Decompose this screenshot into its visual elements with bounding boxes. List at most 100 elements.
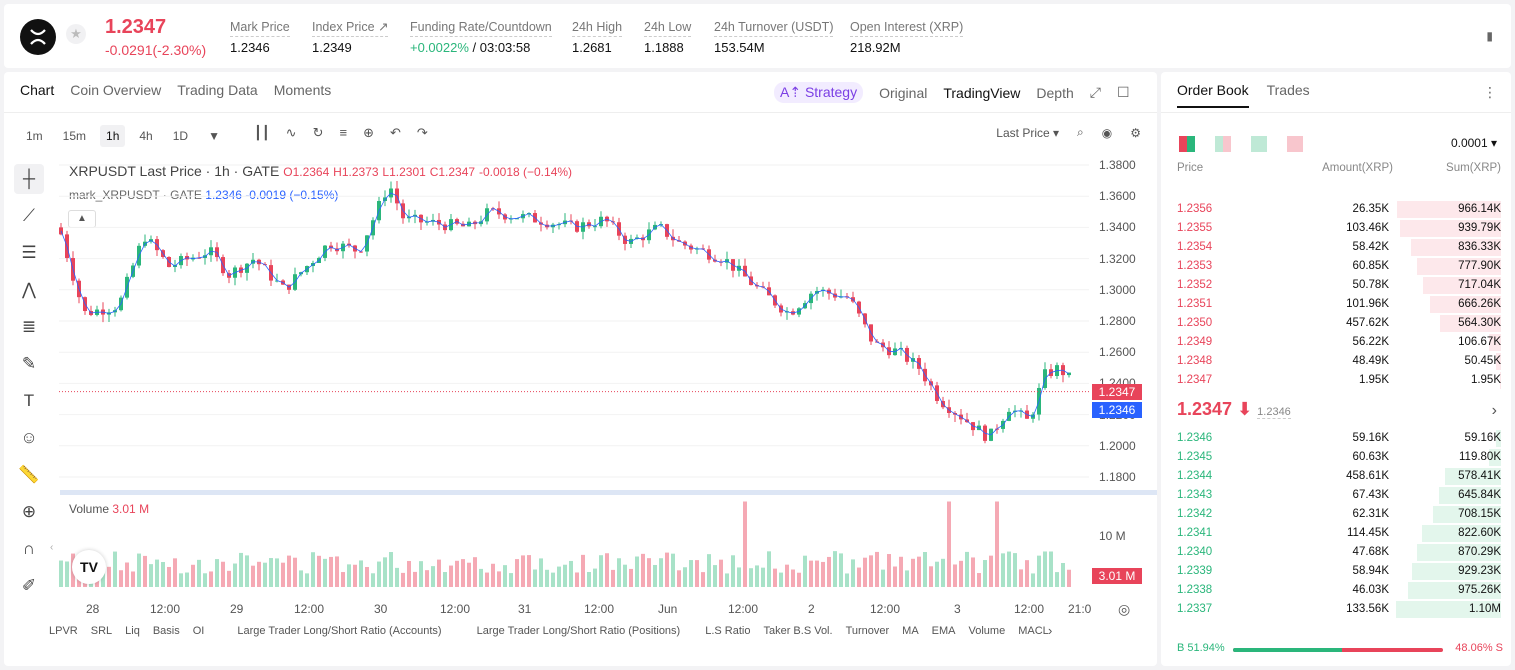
indicator-taker-b-s-vol-[interactable]: Taker B.S Vol. <box>763 625 833 637</box>
ask-row[interactable]: 1.2355 103.46K 939.79K <box>1177 219 1501 238</box>
indicator-liq[interactable]: Liq <box>125 625 140 637</box>
bid-row[interactable]: 1.2338 46.03K 975.26K <box>1177 581 1501 600</box>
strategy-button[interactable]: A⇡ Strategy <box>774 82 864 103</box>
tradingview-logo-icon[interactable]: TV <box>72 550 106 584</box>
text-icon[interactable]: T <box>23 391 35 410</box>
expand-icon[interactable]: ⤢ <box>1089 84 1101 100</box>
gear-icon[interactable]: ⚙ <box>1130 125 1141 140</box>
pattern-icon[interactable]: ⋀ <box>22 280 36 299</box>
indicator-turnover[interactable]: Turnover <box>845 625 890 637</box>
layout-split-icon[interactable] <box>1215 136 1231 152</box>
volume-bar <box>479 568 483 587</box>
undo-icon[interactable]: ↶ <box>389 125 401 140</box>
indicator-srl[interactable]: SRL <box>90 625 113 637</box>
book-icon[interactable]: ▮ <box>1486 29 1493 43</box>
ruler-icon[interactable]: 📏 <box>18 465 40 484</box>
indicator-oi[interactable]: OI <box>192 625 205 637</box>
bid-row[interactable]: 1.2341 114.45K 822.60K <box>1177 524 1501 543</box>
bid-row[interactable]: 1.2340 47.68K 870.29K <box>1177 543 1501 562</box>
search-icon[interactable]: ⌕ <box>1077 125 1084 139</box>
bid-row[interactable]: 1.2339 58.94K 929.23K <box>1177 562 1501 581</box>
volume-bar <box>1055 572 1059 587</box>
indicator-macl[interactable]: MACL <box>1018 625 1049 637</box>
tab-original[interactable]: Original <box>879 84 928 101</box>
ask-row[interactable]: 1.2354 58.42K 836.33K <box>1177 238 1501 257</box>
redo-icon[interactable]: ↷ <box>416 125 428 140</box>
crosshair-icon[interactable]: ┼ <box>14 164 44 194</box>
volume-bar <box>941 558 945 587</box>
replay-icon[interactable]: ↻ <box>312 125 324 140</box>
indicator-ma[interactable]: MA <box>902 625 919 637</box>
ask-row[interactable]: 1.2348 48.49K 50.45K <box>1177 352 1501 371</box>
ask-row[interactable]: 1.2349 56.22K 106.67K <box>1177 333 1501 352</box>
fib-icon[interactable]: ≣ <box>21 317 37 336</box>
bid-row[interactable]: 1.2337 133.56K 1.10M <box>1177 600 1501 619</box>
layout-both-icon[interactable] <box>1179 136 1195 152</box>
layout-asks-icon[interactable] <box>1287 136 1303 152</box>
indicator-large-trader-long-short-ratio-positions-[interactable]: Large Trader Long/Short Ratio (Positions… <box>476 625 681 637</box>
horizontal-lines-icon[interactable]: ☰ <box>21 243 37 262</box>
bid-row[interactable]: 1.2343 67.43K 645.84K <box>1177 486 1501 505</box>
magnet-icon[interactable]: ∩ <box>22 539 36 558</box>
pencil-icon[interactable]: ✐ <box>21 576 37 595</box>
zoom-icon[interactable]: ⊕ <box>21 502 37 521</box>
camera-icon[interactable]: ◉ <box>1101 125 1113 140</box>
volume-bar <box>353 564 357 587</box>
ask-row[interactable]: 1.2353 60.85K 777.90K <box>1177 257 1501 276</box>
indicators-icon[interactable]: ∿ <box>285 125 297 140</box>
tab-coin-overview[interactable]: Coin Overview <box>70 82 162 98</box>
indicator-basis[interactable]: Basis <box>152 625 180 637</box>
tab-trades[interactable]: Trades <box>1266 82 1310 98</box>
tab-trading-data[interactable]: Trading Data <box>177 82 258 98</box>
pane-separator[interactable] <box>60 490 1157 495</box>
emoji-icon[interactable]: ☺ <box>20 428 38 447</box>
tab-depth[interactable]: Depth <box>1036 84 1074 101</box>
favorite-star-icon[interactable]: ★ <box>66 24 86 44</box>
layout-bids-icon[interactable] <box>1251 136 1267 152</box>
tab-moments[interactable]: Moments <box>273 82 332 98</box>
brush-icon[interactable]: ✎ <box>21 354 37 373</box>
bid-row[interactable]: 1.2346 59.16K 59.16K <box>1177 429 1501 448</box>
interval-15m[interactable]: 15m <box>62 129 87 143</box>
candlestick-chart[interactable] <box>59 152 1089 592</box>
template-icon[interactable]: ≡ <box>339 125 348 140</box>
indicator-volume[interactable]: Volume <box>968 625 1006 637</box>
window-icon[interactable]: ☐ <box>1116 84 1130 100</box>
alert-icon[interactable]: ⊕ <box>363 125 374 140</box>
interval-1m[interactable]: 1m <box>26 129 43 143</box>
candle-type-icon[interactable]: ┃┃ <box>254 125 270 140</box>
volume-bar <box>1007 551 1011 587</box>
indicator-l-s-ratio[interactable]: L.S Ratio <box>705 625 751 637</box>
indicator-lpvr[interactable]: LPVR <box>49 625 78 637</box>
interval-4h[interactable]: 4h <box>139 129 153 143</box>
indicator-large-trader-long-short-ratio-accounts-[interactable]: Large Trader Long/Short Ratio (Accounts) <box>237 625 442 637</box>
price-type-select[interactable]: Last Price ▾ <box>996 125 1060 140</box>
chevron-right-icon[interactable]: › <box>1491 402 1497 419</box>
volume-bar <box>413 571 417 587</box>
ask-row[interactable]: 1.2352 50.78K 717.04K <box>1177 276 1501 295</box>
bid-row[interactable]: 1.2345 60.63K 119.80K <box>1177 448 1501 467</box>
bid-row[interactable]: 1.2344 458.61K 578.41K <box>1177 467 1501 486</box>
precision-select[interactable]: 0.0001 ▾ <box>1450 136 1497 150</box>
tab-order-book[interactable]: Order Book <box>1177 82 1249 108</box>
chevron-left-icon[interactable]: ‹ <box>50 542 54 553</box>
more-icon[interactable]: ⋮ <box>1483 84 1497 100</box>
row-sum: 666.26K <box>1458 298 1501 310</box>
ask-row[interactable]: 1.2350 457.62K 564.30K <box>1177 314 1501 333</box>
settings-icon[interactable]: ◎ <box>1118 601 1131 617</box>
indicator-ema[interactable]: EMA <box>931 625 956 637</box>
tab-chart[interactable]: Chart <box>20 82 55 98</box>
interval-1h[interactable]: 1h <box>100 125 126 147</box>
chevron-down-icon[interactable]: ▼ <box>208 129 220 143</box>
ask-row[interactable]: 1.2356 26.35K 966.14K <box>1177 200 1501 219</box>
trend-line-icon[interactable]: ⟋ <box>23 206 35 225</box>
interval-1d[interactable]: 1D <box>172 129 189 143</box>
tab-tradingview[interactable]: TradingView <box>943 84 1021 101</box>
mid-price[interactable]: 1.2347 ⬇ 1.2346 <box>1177 399 1291 419</box>
chevron-right-icon[interactable]: › <box>1048 623 1053 638</box>
volume-bar <box>677 570 681 587</box>
bid-row[interactable]: 1.2342 62.31K 708.15K <box>1177 505 1501 524</box>
ask-row[interactable]: 1.2351 101.96K 666.26K <box>1177 295 1501 314</box>
ask-row[interactable]: 1.2347 1.95K 1.95K <box>1177 371 1501 390</box>
index-price-stat[interactable]: Index Price ↗ 1.2349 <box>312 20 389 55</box>
